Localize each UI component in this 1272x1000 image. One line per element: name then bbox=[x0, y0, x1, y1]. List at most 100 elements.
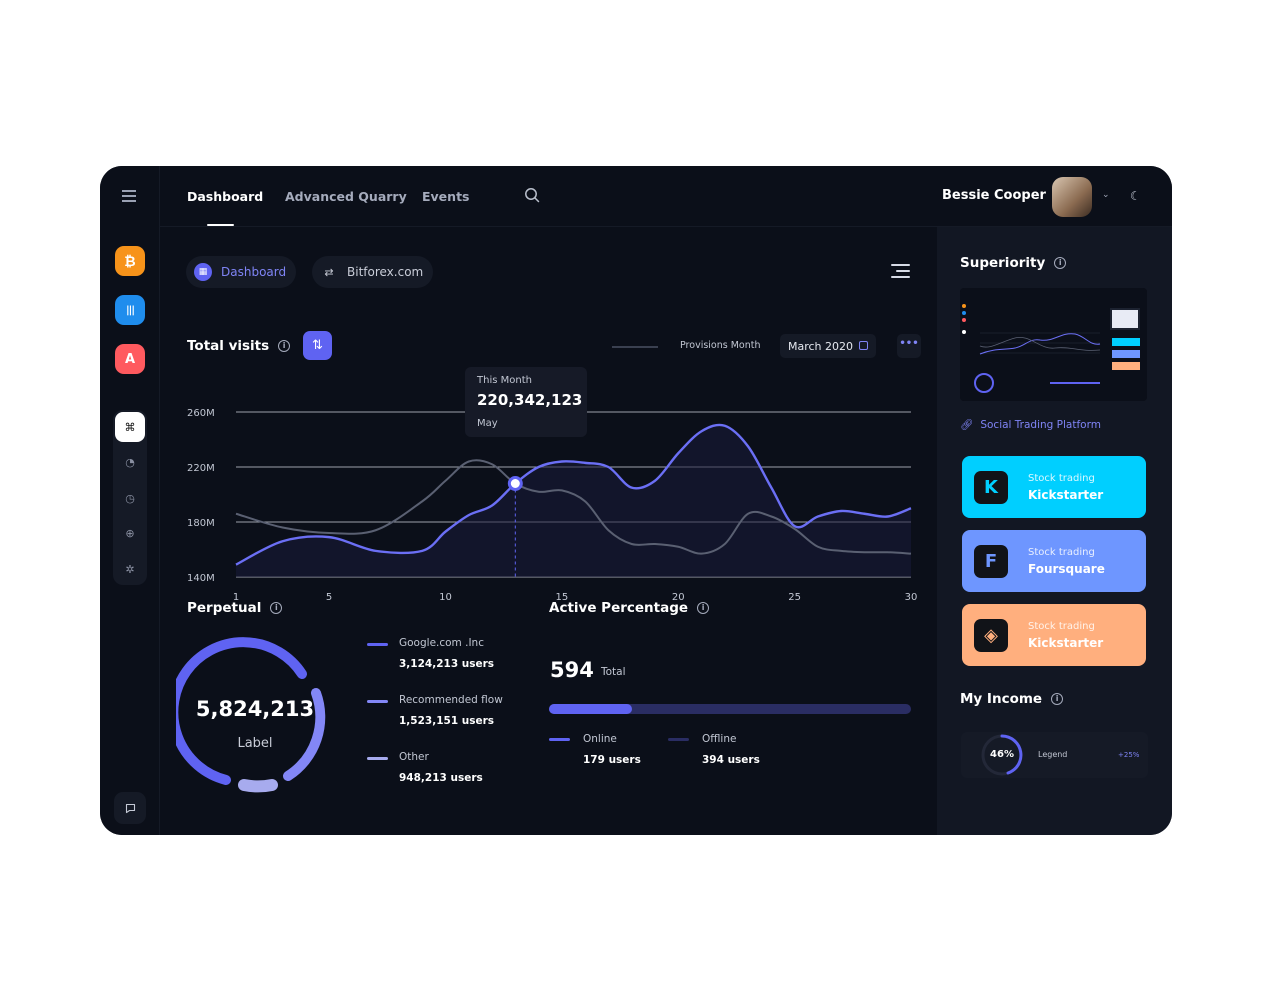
sort-toggle-button[interactable]: ⇅ bbox=[303, 331, 332, 360]
legend-line bbox=[612, 346, 658, 348]
social-trading-link[interactable]: 🔗︎ Social Trading Platform bbox=[960, 418, 1101, 432]
legend-label: Provisions Month bbox=[680, 340, 761, 351]
active-total-label: Total bbox=[601, 666, 626, 678]
bitcoin-app-icon[interactable]: ₿ bbox=[115, 246, 145, 276]
dashboard-pill[interactable]: ▦ Dashboard bbox=[186, 256, 297, 288]
intercom-app-icon[interactable]: ||| bbox=[115, 295, 145, 325]
info-icon[interactable]: i bbox=[1051, 693, 1064, 705]
legend-swatch bbox=[549, 738, 570, 741]
active-progress-bar bbox=[549, 704, 911, 714]
total-visits-label: Total visits bbox=[187, 338, 270, 354]
income-delta: +25% bbox=[1118, 751, 1140, 759]
y-tick-label: 260M bbox=[187, 408, 215, 419]
perpetual-title: Perpetual i bbox=[187, 600, 283, 616]
info-icon[interactable]: i bbox=[270, 602, 283, 614]
x-tick-label: 15 bbox=[555, 592, 568, 603]
right-panel: Superiority i 🔗︎ Social Trading Platform bbox=[937, 227, 1172, 835]
income-percent: 46% bbox=[990, 749, 1014, 760]
perpetual-total-label: Label bbox=[237, 736, 273, 751]
perpetual-donut bbox=[176, 637, 326, 793]
grid-icon: ▦ bbox=[194, 263, 212, 281]
income-legend: Legend bbox=[1038, 750, 1068, 759]
card-kicker: Stock trading bbox=[1028, 473, 1095, 484]
main-content: ▦ Dashboard ⇄ Bitforex.com Total visits … bbox=[160, 227, 937, 835]
legend-swatch bbox=[367, 757, 388, 760]
info-icon[interactable]: i bbox=[697, 602, 710, 614]
dashboard-window: ₿ ||| A ⌘ ◔ ◷ ⊕ ✲ Dashboard Advanced Qua… bbox=[100, 166, 1172, 835]
legend-swatch bbox=[367, 700, 388, 703]
foursquare-logo-icon: F bbox=[974, 545, 1008, 578]
chevron-down-icon[interactable]: ⌄ bbox=[1102, 190, 1110, 200]
filter-icon[interactable] bbox=[891, 264, 910, 280]
tab-advanced-quarry[interactable]: Advanced Quarry bbox=[285, 189, 407, 204]
left-rail: ₿ ||| A ⌘ ◔ ◷ ⊕ ✲ bbox=[100, 166, 160, 835]
y-tick-label: 220M bbox=[187, 463, 215, 474]
my-income-label: My Income bbox=[960, 691, 1043, 707]
legend-swatch bbox=[367, 643, 388, 646]
income-ring bbox=[981, 734, 1023, 776]
tab-dashboard[interactable]: Dashboard bbox=[187, 189, 264, 204]
online-label: Online bbox=[583, 733, 617, 745]
my-income-title: My Income i bbox=[960, 691, 1064, 707]
legend-value: 1,523,151 users bbox=[399, 715, 495, 727]
airbnb-app-icon[interactable]: A bbox=[115, 344, 145, 374]
legend-swatch bbox=[668, 738, 689, 741]
clock-icon[interactable]: ◷ bbox=[125, 492, 135, 505]
stock-card-kickstarter[interactable]: K Stock trading Kickstarter bbox=[962, 456, 1146, 518]
tooltip-value: 220,342,123 bbox=[477, 391, 582, 409]
focus-point bbox=[507, 476, 523, 491]
stock-card-binance[interactable]: ◈ Stock trading Kickstarter bbox=[962, 604, 1146, 666]
dashboard-preview-thumbnail[interactable] bbox=[960, 288, 1147, 401]
avatar[interactable] bbox=[1052, 177, 1092, 217]
x-tick-label: 20 bbox=[672, 592, 685, 603]
online-value: 179 users bbox=[583, 754, 641, 766]
globe-icon[interactable]: ⊕ bbox=[125, 527, 135, 540]
superiority-label: Superiority bbox=[960, 255, 1046, 271]
legend-value: 948,213 users bbox=[399, 772, 483, 784]
date-picker[interactable]: March 2020 bbox=[780, 334, 876, 358]
stock-card-foursquare[interactable]: F Stock trading Foursquare bbox=[962, 530, 1146, 592]
moon-icon[interactable]: ☾ bbox=[1130, 189, 1141, 203]
card-name: Foursquare bbox=[1028, 562, 1105, 576]
card-kicker: Stock trading bbox=[1028, 547, 1095, 558]
rail-tools: ⌘ ◔ ◷ ⊕ ✲ bbox=[113, 410, 147, 585]
series-line-secondary bbox=[235, 459, 912, 555]
user-name: Bessie Cooper bbox=[942, 188, 1046, 203]
swap-icon: ⇄ bbox=[324, 265, 334, 279]
tooltip-box bbox=[465, 367, 587, 437]
x-tick-label: 25 bbox=[788, 592, 801, 603]
card-name: Kickstarter bbox=[1028, 636, 1104, 650]
x-tick-label: 5 bbox=[326, 592, 332, 603]
more-options-button[interactable]: ••• bbox=[897, 334, 921, 358]
hamburger-menu-icon[interactable] bbox=[122, 190, 136, 202]
loader-icon[interactable]: ✲ bbox=[125, 563, 135, 576]
x-tick-label: 10 bbox=[439, 592, 452, 603]
offline-label: Offline bbox=[702, 733, 737, 745]
legend-label: Google.com .Inc bbox=[399, 637, 484, 649]
superiority-title: Superiority i bbox=[960, 255, 1067, 271]
active-progress-fill bbox=[549, 704, 633, 714]
top-nav: Dashboard Advanced Quarry Events bbox=[160, 166, 937, 227]
card-name: Kickstarter bbox=[1028, 488, 1104, 502]
source-pill[interactable]: ⇄ Bitforex.com bbox=[312, 256, 434, 288]
pie-chart-icon[interactable]: ◔ bbox=[125, 456, 135, 469]
date-value: March 2020 bbox=[788, 340, 854, 353]
search-icon[interactable] bbox=[524, 187, 540, 203]
link-icon: 🔗︎ bbox=[960, 419, 974, 431]
calendar-icon bbox=[859, 341, 868, 350]
offline-value: 394 users bbox=[702, 754, 760, 766]
user-menu: Bessie Cooper ⌄ ☾ bbox=[937, 166, 1172, 227]
dashboard-pill-label: Dashboard bbox=[221, 265, 287, 279]
series-line-primary bbox=[235, 423, 912, 566]
social-trading-link-label: Social Trading Platform bbox=[980, 418, 1101, 431]
tab-events[interactable]: Events bbox=[422, 189, 470, 204]
info-icon[interactable]: i bbox=[1054, 257, 1067, 269]
command-icon[interactable]: ⌘ bbox=[115, 412, 145, 442]
perpetual-total: 5,824,213 bbox=[195, 697, 315, 721]
income-card[interactable]: 46% Legend +25% bbox=[961, 732, 1148, 778]
legend-value: 3,124,213 users bbox=[399, 658, 495, 670]
info-icon[interactable]: i bbox=[278, 340, 291, 352]
chat-icon[interactable] bbox=[114, 792, 146, 824]
card-kicker: Stock trading bbox=[1028, 621, 1095, 632]
